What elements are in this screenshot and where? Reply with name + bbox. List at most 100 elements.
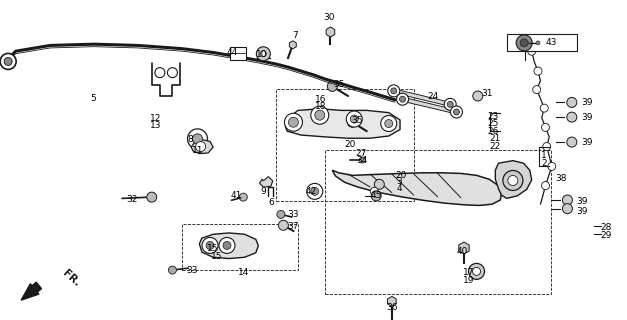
Circle shape — [167, 68, 177, 78]
Text: 33: 33 — [186, 266, 198, 275]
Text: 35: 35 — [333, 80, 344, 89]
Circle shape — [542, 182, 549, 189]
Text: 2: 2 — [542, 159, 547, 168]
Text: 12: 12 — [150, 114, 161, 123]
Text: 14: 14 — [238, 268, 249, 277]
Text: 20: 20 — [396, 171, 407, 180]
Text: 34: 34 — [357, 156, 368, 165]
Circle shape — [277, 211, 285, 218]
Circle shape — [288, 117, 298, 127]
Text: 8: 8 — [187, 135, 193, 144]
Circle shape — [219, 237, 235, 253]
Text: 27: 27 — [356, 149, 367, 158]
Text: 10: 10 — [256, 50, 268, 59]
Circle shape — [307, 183, 323, 199]
Text: 7: 7 — [292, 31, 298, 40]
Text: 29: 29 — [600, 231, 611, 240]
Text: 35: 35 — [352, 116, 363, 125]
Circle shape — [311, 106, 329, 124]
Polygon shape — [260, 177, 273, 187]
Text: 18: 18 — [315, 102, 327, 111]
Circle shape — [391, 88, 397, 94]
Text: 5: 5 — [90, 94, 96, 103]
Bar — [230, 47, 246, 60]
Circle shape — [206, 242, 214, 250]
Circle shape — [359, 157, 366, 163]
Text: 15: 15 — [208, 244, 219, 253]
Text: 41: 41 — [230, 191, 241, 200]
Circle shape — [285, 113, 302, 131]
Text: 6: 6 — [268, 198, 274, 207]
Circle shape — [240, 193, 247, 201]
Text: 11: 11 — [192, 146, 203, 155]
Circle shape — [450, 106, 463, 118]
Circle shape — [0, 53, 16, 69]
Circle shape — [169, 266, 176, 274]
Text: 21: 21 — [490, 134, 501, 143]
Circle shape — [533, 86, 540, 94]
Circle shape — [260, 51, 266, 57]
Circle shape — [381, 116, 397, 132]
Polygon shape — [285, 109, 400, 138]
Text: 19: 19 — [463, 276, 475, 285]
Circle shape — [155, 68, 165, 78]
Circle shape — [473, 91, 483, 101]
Polygon shape — [495, 161, 532, 198]
Circle shape — [562, 204, 572, 214]
Circle shape — [192, 134, 203, 144]
Circle shape — [503, 171, 523, 190]
Circle shape — [508, 175, 518, 186]
Circle shape — [534, 67, 542, 75]
Text: 36: 36 — [387, 303, 398, 312]
Polygon shape — [326, 27, 335, 37]
Text: 32: 32 — [126, 195, 137, 204]
Circle shape — [543, 143, 551, 151]
Circle shape — [311, 188, 319, 195]
Circle shape — [528, 47, 535, 55]
Text: 40: 40 — [457, 247, 468, 256]
Text: 3: 3 — [396, 177, 403, 186]
Text: 24: 24 — [427, 92, 438, 101]
Circle shape — [567, 137, 577, 147]
Text: 28: 28 — [600, 223, 611, 232]
Text: 13: 13 — [150, 121, 161, 130]
Circle shape — [202, 237, 218, 253]
Text: 16: 16 — [315, 95, 327, 104]
Circle shape — [371, 191, 381, 201]
Circle shape — [562, 195, 572, 205]
Circle shape — [548, 163, 556, 171]
Circle shape — [567, 112, 577, 122]
Text: 15: 15 — [211, 252, 222, 261]
Circle shape — [374, 179, 384, 189]
Circle shape — [542, 124, 549, 132]
Text: 31: 31 — [481, 89, 492, 98]
Text: 39: 39 — [581, 113, 593, 122]
Circle shape — [520, 39, 528, 47]
Polygon shape — [191, 139, 213, 154]
Text: 4: 4 — [397, 184, 402, 193]
Circle shape — [387, 85, 400, 97]
Polygon shape — [289, 41, 297, 49]
Text: 45: 45 — [371, 191, 382, 200]
Circle shape — [540, 104, 548, 112]
Text: 1: 1 — [541, 151, 547, 160]
Circle shape — [385, 119, 393, 128]
Circle shape — [453, 109, 460, 115]
Text: 17: 17 — [463, 268, 475, 277]
Circle shape — [371, 188, 378, 195]
Text: 22: 22 — [490, 142, 501, 151]
Text: 39: 39 — [581, 98, 593, 107]
Polygon shape — [199, 233, 258, 259]
Circle shape — [187, 129, 208, 149]
Polygon shape — [332, 170, 502, 205]
Circle shape — [516, 35, 532, 51]
Circle shape — [399, 96, 406, 102]
Circle shape — [147, 192, 157, 202]
Bar — [507, 34, 577, 51]
Circle shape — [468, 263, 485, 279]
Text: 39: 39 — [581, 138, 593, 147]
Text: 39: 39 — [576, 197, 587, 206]
Polygon shape — [459, 242, 469, 254]
Text: 25: 25 — [488, 119, 499, 128]
Circle shape — [536, 41, 540, 45]
